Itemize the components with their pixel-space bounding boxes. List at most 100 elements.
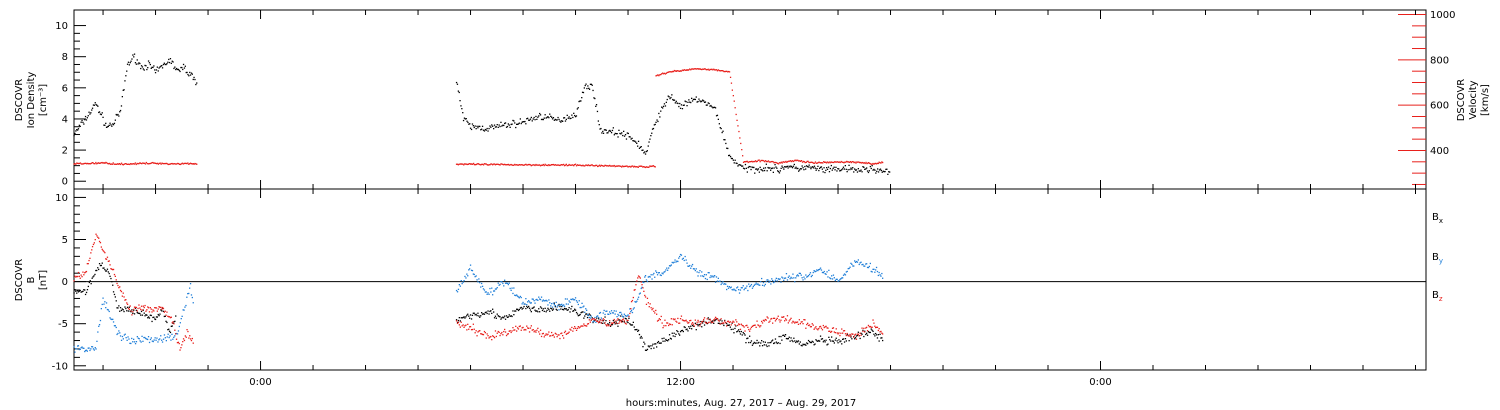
b-point-by bbox=[150, 337, 152, 339]
velocity-point bbox=[590, 164, 592, 166]
density-point bbox=[580, 100, 582, 102]
velocity-point bbox=[505, 164, 508, 166]
b-point-bx bbox=[871, 329, 873, 331]
b-point-by bbox=[541, 300, 544, 302]
b-point-by bbox=[532, 298, 534, 300]
b-point-bz bbox=[753, 324, 755, 326]
b-point-bx bbox=[516, 308, 518, 310]
velocity-point bbox=[473, 164, 476, 166]
velocity-point bbox=[713, 68, 715, 70]
velocity-point bbox=[601, 165, 603, 167]
density-point bbox=[839, 170, 841, 172]
b-point-bx bbox=[127, 310, 130, 312]
velocity-point bbox=[545, 164, 547, 166]
b-point-by bbox=[516, 295, 519, 297]
density-point bbox=[773, 167, 775, 169]
b-point-bx bbox=[645, 349, 648, 351]
b-point-by bbox=[528, 301, 531, 303]
b-point-bx bbox=[115, 300, 117, 302]
b-point-by bbox=[185, 304, 187, 307]
b-point-bz bbox=[616, 319, 618, 321]
density-point bbox=[647, 145, 649, 147]
b-point-bz bbox=[493, 335, 495, 338]
b-point-bz bbox=[875, 326, 878, 328]
b-point-by bbox=[652, 274, 654, 276]
density-point bbox=[637, 140, 640, 142]
b-point-by bbox=[116, 333, 118, 336]
b-point-bz bbox=[662, 327, 664, 329]
time-axis: 0:00 12:00 0:00 bbox=[102, 10, 1417, 388]
velocity-point bbox=[700, 68, 702, 70]
velocity-point bbox=[192, 163, 194, 165]
density-point bbox=[686, 105, 688, 107]
b-point-by bbox=[877, 274, 879, 277]
bottom-panel-frame bbox=[73, 188, 1427, 371]
density-point bbox=[817, 165, 819, 167]
b-point-bx bbox=[174, 320, 176, 322]
b-point-by bbox=[642, 281, 644, 283]
b-point-bx bbox=[119, 307, 122, 309]
density-point bbox=[527, 117, 529, 119]
b-point-by bbox=[140, 341, 142, 343]
density-point bbox=[525, 123, 527, 125]
velocity-point bbox=[471, 163, 473, 165]
b-point-bz bbox=[780, 319, 782, 321]
b-point-bz bbox=[111, 268, 113, 270]
b-point-bz bbox=[502, 334, 504, 336]
velocity-point bbox=[459, 163, 461, 165]
b-point-bz bbox=[539, 329, 542, 331]
b-point-bz bbox=[505, 334, 508, 337]
velocity-point bbox=[692, 68, 695, 70]
velocity-point bbox=[729, 76, 732, 78]
b-point-bz bbox=[172, 321, 174, 323]
density-point bbox=[498, 124, 500, 126]
b-point-bz bbox=[474, 332, 476, 334]
b-point-bx bbox=[680, 330, 683, 332]
density-point bbox=[690, 101, 692, 104]
b-point-bz bbox=[531, 329, 533, 331]
b-point-bz bbox=[751, 325, 754, 327]
b-point-by bbox=[127, 336, 129, 338]
velocity-point bbox=[653, 165, 655, 168]
density-point bbox=[107, 125, 109, 127]
velocity-point bbox=[499, 164, 501, 166]
velocity-point bbox=[803, 161, 805, 163]
density-point bbox=[718, 123, 720, 125]
b-point-bz bbox=[642, 287, 644, 289]
b-point-by bbox=[473, 273, 475, 276]
density-point bbox=[161, 67, 164, 69]
b-point-bz bbox=[173, 323, 175, 325]
density-point bbox=[675, 100, 677, 102]
b-point-bx bbox=[589, 314, 591, 316]
b-point-bz bbox=[630, 308, 632, 310]
b-point-bz bbox=[181, 344, 183, 346]
velocity-point bbox=[638, 165, 640, 167]
b-point-by bbox=[854, 261, 857, 263]
b-point-bz bbox=[484, 332, 486, 334]
b-point-by bbox=[581, 302, 583, 304]
b-point-by bbox=[528, 300, 530, 302]
b-point-by bbox=[621, 315, 624, 317]
b-point-bx bbox=[625, 318, 627, 320]
density-point bbox=[493, 124, 496, 126]
b-point-by bbox=[597, 315, 599, 317]
velocity-point bbox=[507, 163, 509, 166]
b-point-bx bbox=[806, 342, 808, 344]
b-point-bz bbox=[167, 315, 169, 317]
density-point bbox=[862, 166, 864, 168]
b-point-by bbox=[98, 324, 101, 326]
b-point-by bbox=[101, 303, 103, 306]
velocity-point bbox=[801, 161, 804, 163]
b-point-bz bbox=[712, 321, 714, 323]
velocity-point bbox=[458, 163, 460, 165]
velocity-point bbox=[586, 164, 589, 167]
b-point-bx bbox=[464, 317, 466, 319]
b-point-by bbox=[691, 263, 694, 266]
b-point-by bbox=[519, 295, 521, 298]
density-point bbox=[739, 164, 741, 166]
density-point bbox=[551, 118, 554, 120]
b-point-bz bbox=[857, 333, 859, 335]
b-point-by bbox=[798, 272, 800, 274]
b-point-by bbox=[681, 258, 684, 260]
density-point bbox=[590, 83, 592, 85]
